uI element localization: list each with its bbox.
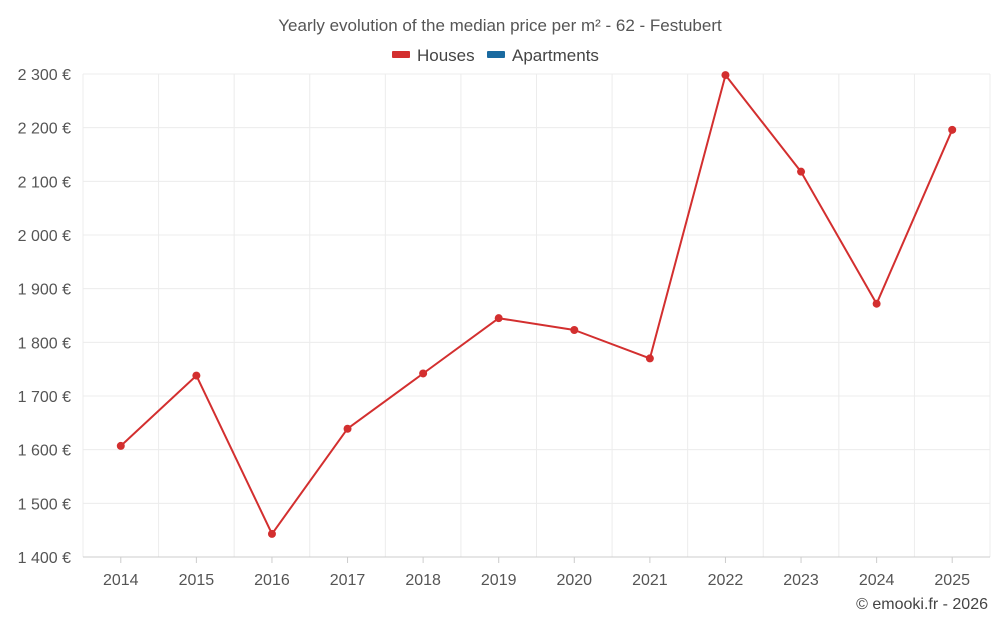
legend-label-apartments: Apartments: [512, 46, 599, 65]
x-tick-label: 2023: [783, 572, 819, 589]
data-point-houses-2019[interactable]: [494, 314, 503, 323]
x-tick-label: 2015: [179, 572, 215, 589]
x-tick-label: 2016: [254, 572, 290, 589]
y-tick-label: 2 000 €: [18, 228, 71, 245]
grid-layer: [82, 73, 991, 557]
data-point-houses-2023[interactable]: [797, 167, 806, 176]
data-point-houses-2022[interactable]: [721, 71, 730, 80]
x-tick-label: 2017: [330, 572, 366, 589]
legend-item-houses[interactable]: Houses: [392, 46, 475, 65]
data-point-houses-2014[interactable]: [116, 441, 125, 450]
data-point-houses-2015[interactable]: [192, 371, 201, 380]
x-tick-label: 2020: [556, 572, 592, 589]
legend-swatch-houses: [392, 51, 410, 58]
credit-text: © emooki.fr - 2026: [856, 596, 988, 613]
x-tick-label: 2014: [103, 572, 139, 589]
data-point-houses-2018[interactable]: [419, 369, 428, 378]
y-tick-label: 1 900 €: [18, 282, 71, 299]
y-tick-label: 1 600 €: [18, 443, 71, 460]
x-tick-label: 2022: [708, 572, 744, 589]
x-tick-label: 2019: [481, 572, 517, 589]
legend-item-apartments[interactable]: Apartments: [487, 46, 599, 65]
x-tick-label: 2021: [632, 572, 668, 589]
y-tick-label: 1 700 €: [18, 389, 71, 406]
axis-layer: 1 400 € 1 500 € 1 600 € 1 700 € 1 800 € 1 900…: [18, 67, 990, 589]
y-tick-label: 2 300 €: [18, 67, 71, 84]
legend: Houses Apartments: [392, 46, 599, 65]
data-point-houses-2021[interactable]: [645, 354, 654, 363]
chart-title: Yearly evolution of the median price per…: [278, 16, 722, 35]
y-tick-label: 1 400 €: [18, 550, 71, 567]
data-point-houses-2024[interactable]: [872, 299, 881, 308]
data-point-houses-2016[interactable]: [267, 529, 276, 538]
legend-swatch-apartments: [487, 51, 505, 58]
y-tick-label: 1 800 €: [18, 335, 71, 352]
data-point-houses-2025[interactable]: [948, 125, 957, 134]
x-tick-label: 2018: [405, 572, 441, 589]
y-tick-label: 2 100 €: [18, 174, 71, 191]
x-tick-label: 2024: [859, 572, 895, 589]
data-point-houses-2017[interactable]: [343, 424, 352, 433]
data-point-houses-2020[interactable]: [570, 325, 579, 334]
y-tick-label: 2 200 €: [18, 121, 71, 138]
series-line-houses: [120, 74, 954, 535]
x-tick-label: 2025: [934, 572, 970, 589]
y-tick-label: 1 500 €: [18, 496, 71, 513]
series-layer: [116, 71, 957, 538]
legend-label-houses: Houses: [417, 46, 475, 65]
